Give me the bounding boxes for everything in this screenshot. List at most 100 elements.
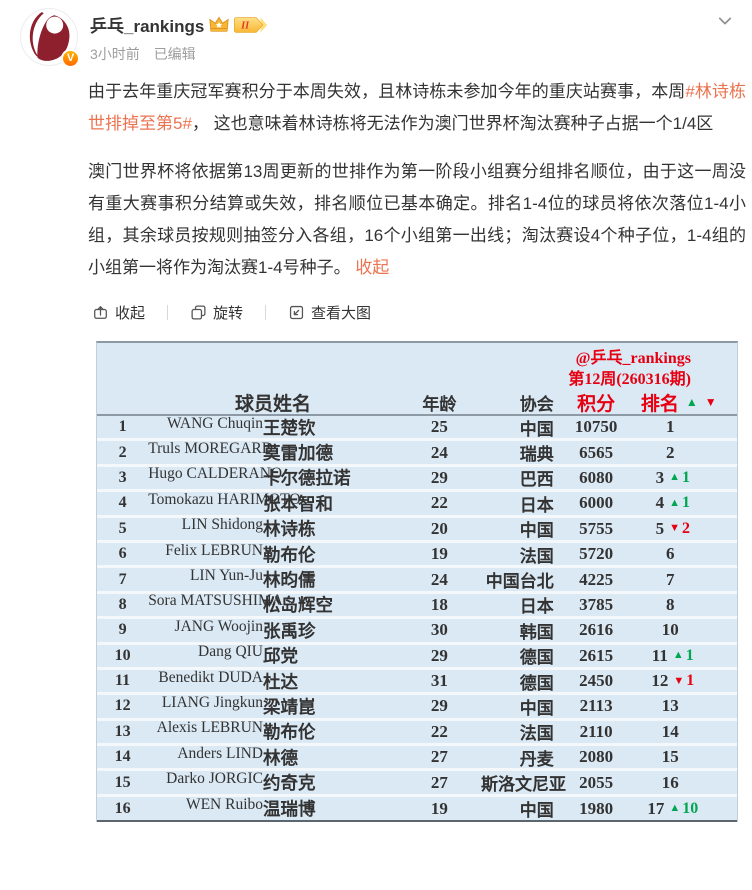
- rank-value: 7: [666, 569, 675, 589]
- rotate-button[interactable]: 旋转: [186, 302, 247, 323]
- player-name-en: Sora MATSUSHIMA: [148, 592, 283, 610]
- avatar-logo-icon: [20, 8, 78, 66]
- player-age: 25: [430, 417, 448, 437]
- player-name: WEN Ruibo 温瑞博: [148, 796, 398, 821]
- player-name-en: LIANG Jingkun: [161, 694, 263, 711]
- post-paragraph-1: 由于去年重庆冠军赛积分于本周失效，且林诗栋未参加今年的重庆站赛事，本周#林诗栋世…: [88, 76, 746, 140]
- rank-value: 13: [661, 696, 679, 716]
- post-paragraph-2: 澳门世界杯将依据第13周更新的世排作为第一阶段小组赛分组排名顺位，由于这一周没有…: [88, 156, 746, 284]
- player-age: 29: [430, 645, 448, 665]
- player-points: 5720: [579, 544, 614, 564]
- timestamp: 3小时前: [90, 46, 140, 62]
- player-name-zh: 勒布伦: [263, 722, 316, 743]
- table-row: 6 Felix LEBRUN 勒布伦 19 法国 5720 6: [97, 542, 737, 569]
- table-body: 1 WANG Chuqin 王楚钦 25 中国 10750 1 2 Truls …: [97, 415, 737, 823]
- player-name-en: Alexis LEBRUN: [156, 719, 263, 737]
- post-header: V 乒乓_rankings: [20, 8, 744, 68]
- player-name: Dang QIU 邱党: [148, 643, 398, 668]
- table-row: 3 Hugo CALDERANO 卡尔德拉诺 29 巴西 6080 3 ▲ 1: [97, 465, 737, 493]
- rank-value: 17: [647, 798, 665, 818]
- player-points: 2110: [579, 721, 613, 741]
- player-name-en: Hugo CALDERANO: [148, 465, 283, 483]
- row-index: 16: [114, 799, 131, 817]
- player-name: LIN Shidong 林诗栋: [148, 516, 398, 541]
- player-age: 27: [430, 747, 448, 767]
- username[interactable]: 乒乓_rankings: [90, 17, 205, 36]
- player-rank: 13: [635, 696, 737, 716]
- table-row: 7 LIN Yun-Ju 林昀儒 24 中国台北 4225 7: [97, 567, 737, 594]
- collapse-image-button[interactable]: 收起: [88, 302, 149, 323]
- player-rank: 6: [635, 544, 737, 564]
- player-rank: 4 ▲ 1: [635, 493, 737, 513]
- rankings-image[interactable]: @乒乓_rankings 第12周(260316期) 球员姓名 年龄 协会 积分…: [88, 333, 746, 823]
- rank-value: 12: [651, 671, 669, 691]
- row-index: 1: [118, 418, 127, 436]
- player-name-en: WEN Ruibo: [185, 796, 263, 814]
- row-index: 15: [114, 773, 131, 791]
- col-header-rank: 排名 ▲ ▼: [635, 389, 737, 416]
- verified-badge-icon: V: [61, 49, 80, 68]
- collapse-text-link[interactable]: 收起: [355, 258, 390, 277]
- player-association: 中国: [519, 801, 554, 821]
- player-age: 29: [430, 467, 448, 487]
- rank-value: 11: [651, 645, 668, 665]
- player-rank: 3 ▲ 1: [635, 468, 737, 488]
- toolbar-divider: [265, 304, 267, 320]
- table-row: 8 Sora MATSUSHIMA 松岛辉空 18 日本 3785 8: [97, 592, 737, 620]
- row-index: 12: [114, 697, 131, 715]
- player-name: Anders LIND 林德: [148, 745, 398, 770]
- player-name-zh: 林诗栋: [263, 519, 316, 540]
- rank-change: ▲ 1: [669, 494, 690, 512]
- rank-change: ▲ 10: [669, 799, 699, 817]
- player-age: 24: [430, 442, 448, 462]
- player-points: 10750: [574, 417, 618, 437]
- row-index: 13: [114, 722, 131, 740]
- player-name-zh: 张本智和: [263, 493, 333, 514]
- view-large-button[interactable]: 查看大图: [284, 302, 375, 323]
- player-rank: 7: [635, 570, 737, 590]
- player-name-zh: 松岛辉空: [263, 595, 333, 616]
- player-association: 韩国: [519, 622, 554, 642]
- table-row: 1 WANG Chuqin 王楚钦 25 中国 10750 1: [97, 415, 737, 442]
- player-age: 19: [430, 544, 448, 564]
- player-rank: 10: [635, 620, 737, 640]
- player-name-zh: 王楚钦: [263, 417, 316, 438]
- toolbar-divider: [167, 304, 169, 320]
- player-age: 27: [430, 772, 448, 792]
- chevron-down-icon[interactable]: [716, 12, 734, 35]
- table-row: 11 Benedikt DUDA 杜达 31 德国 2450 12 ▼ 1: [97, 668, 737, 696]
- col-header-assoc: 协会: [519, 394, 554, 414]
- player-name-en: Anders LIND: [177, 744, 263, 762]
- player-points: 3785: [579, 594, 614, 614]
- paragraph-text: 澳门世界杯将依据第13周更新的世排作为第一阶段小组赛分组排名顺位，由于这一周没有…: [88, 162, 746, 277]
- player-points: 4225: [579, 569, 614, 589]
- credit-handle: @乒乓_rankings: [575, 350, 691, 367]
- player-name: Truls MOREGARD 莫雷加德: [148, 440, 398, 465]
- rank-header-label: 排名: [640, 393, 679, 415]
- player-points: 1980: [579, 798, 614, 818]
- table-row: 12 LIANG Jingkun 梁靖崑 29 中国 2113 13: [97, 694, 737, 721]
- player-association: 中国: [519, 521, 554, 541]
- hashtag-link[interactable]: #林诗栋世排掉至第5#: [88, 82, 746, 133]
- rank-change: ▲ 1: [672, 646, 694, 664]
- avatar[interactable]: V: [20, 8, 80, 68]
- player-name-zh: 卡尔德拉诺: [263, 468, 351, 489]
- rank-value: 3: [655, 467, 665, 487]
- rank-change: ▼ 2: [669, 519, 690, 537]
- player-age: 30: [430, 620, 448, 640]
- player-name: Hugo CALDERANO 卡尔德拉诺: [148, 465, 398, 490]
- col-header-points: 积分: [577, 393, 616, 415]
- player-association: 日本: [519, 597, 554, 617]
- table-credit: @乒乓_rankings 第12周(260316期): [97, 343, 737, 390]
- row-index: 8: [118, 595, 127, 613]
- player-name-en: Benedikt DUDA: [158, 668, 263, 686]
- player-age: 20: [430, 518, 448, 538]
- player-name: JANG Woojin 张禹珍: [148, 618, 398, 643]
- table-row: 9 JANG Woojin 张禹珍 30 韩国 2616 10: [97, 618, 737, 645]
- rotate-icon: [190, 304, 207, 321]
- player-points: 2450: [579, 671, 614, 691]
- player-association: 法国: [519, 546, 554, 566]
- player-points: 2616: [579, 620, 614, 640]
- player-rank: 16: [635, 773, 737, 793]
- player-rank: 5 ▼ 2: [635, 519, 737, 539]
